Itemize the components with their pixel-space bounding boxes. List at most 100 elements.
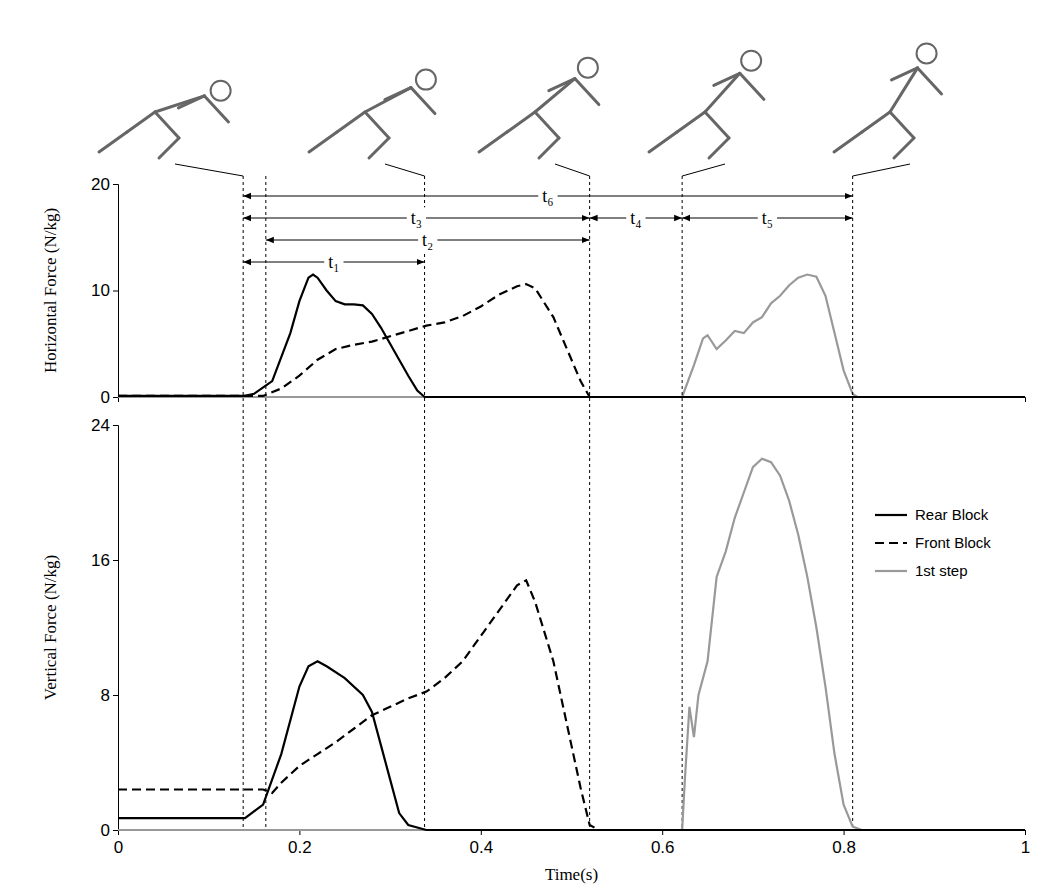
runner-head bbox=[578, 58, 598, 78]
runner bbox=[479, 58, 599, 158]
y-axis-title: Vertical Force (N/kg) bbox=[41, 555, 60, 700]
y-tick-mark bbox=[113, 425, 118, 426]
x-tick: 0.4 bbox=[469, 830, 493, 857]
y-tick: 10 bbox=[91, 281, 118, 300]
x-tick: 0.6 bbox=[651, 830, 675, 857]
panel-0: 0 10 20 Horizontal Force (N/kg) bbox=[41, 175, 1026, 407]
legend-swatch bbox=[875, 514, 907, 516]
runner-limb bbox=[575, 79, 599, 105]
y-tick: 0 bbox=[101, 821, 118, 840]
runner-figures bbox=[99, 43, 942, 176]
runner-head bbox=[917, 43, 937, 63]
guide-line bbox=[424, 176, 425, 830]
runner-limb bbox=[159, 138, 179, 158]
x-tick-label: 0 bbox=[114, 838, 123, 857]
y-tick-mark bbox=[113, 695, 118, 696]
runner-limb bbox=[365, 112, 389, 138]
x-tick: 1 bbox=[1021, 830, 1030, 857]
interval-label: t₂ bbox=[422, 230, 433, 250]
runner-limb bbox=[365, 88, 411, 112]
runner-connector bbox=[555, 164, 590, 176]
x-tick-label: 0.8 bbox=[832, 838, 856, 857]
y-tick-label: 20 bbox=[91, 175, 110, 194]
runner-limb bbox=[894, 138, 914, 158]
x-axis-line bbox=[119, 831, 1026, 836]
interval-label: t₃ bbox=[411, 208, 422, 228]
y-tick: 16 bbox=[91, 551, 118, 570]
y-axis: 0 10 20 bbox=[91, 175, 118, 407]
series-line bbox=[118, 459, 1025, 830]
plot-area bbox=[118, 459, 1025, 830]
runner-limb bbox=[127, 112, 155, 132]
y-tick-label: 8 bbox=[101, 686, 110, 705]
interval-label: t₄ bbox=[630, 208, 641, 228]
x-axis: 0 0.2 0.4 0.6 0.8 1 bbox=[114, 830, 1030, 857]
runner-limb bbox=[309, 132, 337, 152]
runner-head bbox=[416, 70, 436, 90]
y-tick-mark bbox=[113, 291, 118, 292]
runner-head bbox=[741, 51, 761, 71]
runner-limb bbox=[155, 112, 179, 138]
runner-limb bbox=[705, 112, 729, 138]
legend-swatch bbox=[875, 570, 907, 572]
y-tick-label: 10 bbox=[91, 281, 110, 300]
runner-connector bbox=[385, 164, 425, 176]
interval-label-bg bbox=[758, 207, 777, 229]
x-axis bbox=[119, 398, 1026, 403]
series-line bbox=[118, 661, 1025, 830]
runner bbox=[834, 43, 942, 158]
y-tick-mark bbox=[113, 397, 118, 398]
runner-limb bbox=[890, 68, 918, 112]
y-axis-line bbox=[113, 426, 119, 831]
series-line bbox=[118, 580, 1025, 830]
runner-limb bbox=[369, 138, 389, 158]
legend-swatch bbox=[875, 542, 907, 544]
runner-limb bbox=[740, 73, 764, 99]
runner-limb bbox=[535, 112, 559, 138]
x-tick-mark bbox=[1025, 830, 1026, 835]
x-tick-label: 1 bbox=[1021, 838, 1030, 857]
x-tick-label: 0.6 bbox=[651, 838, 675, 857]
runner-limb bbox=[99, 132, 127, 152]
interval-label-bg bbox=[418, 229, 437, 251]
y-tick-label: 24 bbox=[91, 416, 110, 435]
guide-line bbox=[852, 176, 853, 830]
runner-limb bbox=[890, 112, 914, 138]
runner-limb bbox=[155, 96, 204, 112]
interval-label: t₁ bbox=[328, 252, 339, 272]
runner-connector bbox=[853, 164, 910, 176]
runner-limb bbox=[709, 138, 729, 158]
interval-label: t₅ bbox=[762, 208, 773, 228]
runner-limb bbox=[411, 88, 435, 114]
runner-limb bbox=[178, 96, 204, 108]
series-line bbox=[118, 284, 1025, 397]
interval-label-bg bbox=[324, 251, 343, 273]
interval-label-bg bbox=[626, 207, 645, 229]
runner-connector bbox=[682, 164, 725, 176]
y-axis-title: Horizontal Force (N/kg) bbox=[41, 208, 60, 373]
runner-head bbox=[211, 81, 231, 101]
x-tick-label: 0.2 bbox=[288, 838, 312, 857]
legend-label: Rear Block bbox=[915, 506, 989, 523]
y-axis-line bbox=[113, 185, 119, 398]
runner-limb bbox=[549, 79, 575, 91]
series-line bbox=[118, 275, 1025, 397]
runner-limb bbox=[862, 112, 890, 132]
y-tick: 0 bbox=[101, 388, 118, 407]
x-tick: 0 bbox=[114, 830, 123, 857]
runner-limb bbox=[918, 68, 942, 94]
runner-limb bbox=[479, 132, 507, 152]
guide-line bbox=[682, 176, 683, 830]
y-tick: 8 bbox=[101, 686, 118, 705]
figure: 01020Horizontal Force (N/kg)t₁t₂t₃t₄t₅t₆… bbox=[0, 0, 1047, 890]
y-tick: 20 bbox=[91, 175, 118, 194]
panel-1: 0 8 16 24 0 0.2 0.4 0.6 0.8 1 Vertical Force (N/kg… bbox=[41, 416, 1030, 884]
runner-limb bbox=[539, 138, 559, 158]
x-axis-title: Time(s) bbox=[545, 865, 598, 884]
guide-line bbox=[243, 176, 244, 830]
y-tick-mark bbox=[113, 830, 118, 831]
runner bbox=[309, 70, 436, 158]
runner-limb bbox=[892, 68, 918, 80]
x-tick: 0.8 bbox=[832, 830, 856, 857]
y-tick-label: 0 bbox=[101, 821, 110, 840]
